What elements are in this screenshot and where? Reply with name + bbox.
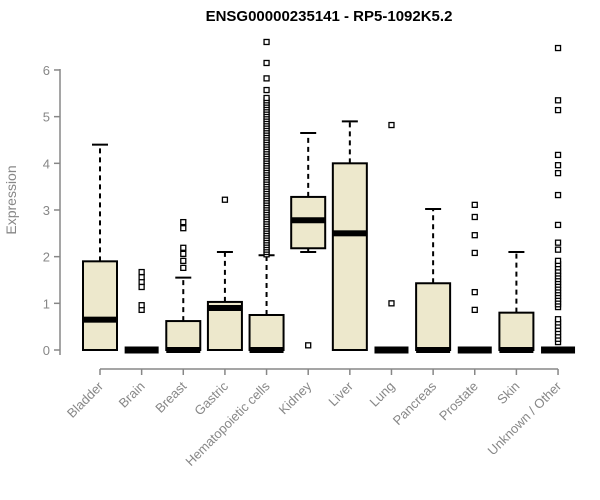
outlier-point (471, 288, 478, 296)
outlier-point (388, 121, 395, 129)
outlier-point (263, 86, 270, 94)
x-tick-label: Breast (152, 378, 189, 415)
median-bar (83, 316, 117, 323)
x-tick-label: Gastric (191, 378, 231, 418)
outlier-point (554, 257, 562, 265)
x-tick-label: Prostate (436, 379, 481, 424)
x-tick-label: Unknown / Other (485, 378, 565, 458)
outlier-point (138, 283, 145, 291)
y-tick-label: 3 (43, 203, 50, 218)
outlier-point (554, 162, 562, 169)
box-Liver (331, 162, 368, 351)
outlier-point (554, 169, 562, 177)
outlier-point (263, 38, 270, 46)
outlier-point (305, 342, 312, 349)
outlier-point (180, 264, 187, 272)
x-tick-label: Skin (494, 379, 522, 407)
y-axis-label: Expression (3, 165, 19, 234)
outlier-point (554, 239, 562, 246)
outlier-point (471, 201, 478, 209)
y-tick-label: 0 (43, 343, 50, 358)
outlier-point (554, 246, 562, 253)
outlier-point (554, 151, 562, 159)
outlier-point (263, 75, 270, 82)
outlier-point (180, 250, 187, 258)
outlier-point (554, 191, 562, 199)
median-bar (207, 304, 242, 311)
median-bar (416, 347, 451, 353)
outlier-point (138, 274, 145, 281)
collapsed-box-Prostate (457, 346, 492, 354)
box-Breast (165, 320, 202, 352)
outlier-point (554, 221, 562, 229)
collapsed-box-Lung (374, 346, 409, 354)
outlier-point (554, 44, 562, 52)
outlier-point (263, 94, 270, 102)
outlier-point (180, 257, 187, 265)
y-tick-label: 2 (43, 250, 50, 265)
median-bar (499, 347, 534, 353)
collapsed-box-Unknown / Other (541, 346, 576, 354)
outlier-point (471, 249, 478, 257)
y-tick-label: 1 (43, 296, 50, 311)
outlier-point (263, 59, 270, 67)
x-tick-label: Liver (325, 378, 356, 409)
outlier-point (554, 316, 562, 323)
outlier-point (554, 106, 562, 114)
outlier-point (221, 196, 229, 203)
y-tick-label: 5 (43, 110, 50, 125)
collapsed-box-Brain (124, 346, 159, 354)
outlier-point (388, 300, 395, 307)
outlier-point (138, 302, 145, 309)
box-Pancreas (415, 282, 452, 351)
x-tick-label: Bladder (64, 378, 107, 421)
x-tick-label: Pancreas (390, 378, 440, 428)
outlier-point (180, 225, 187, 232)
outlier-point (471, 232, 478, 239)
median-bar (332, 230, 367, 237)
box-Skin (498, 311, 535, 351)
outlier-point (180, 244, 187, 251)
outlier-point (180, 218, 187, 226)
median-bar (249, 347, 284, 353)
outlier-point (471, 306, 478, 314)
median-bar (291, 217, 326, 224)
y-tick-label: 4 (43, 156, 50, 171)
outlier-point (138, 268, 145, 276)
x-tick-label: Kidney (276, 378, 315, 417)
x-tick-label: Lung (367, 379, 398, 410)
box-Bladder (82, 260, 118, 351)
outlier-point (471, 213, 478, 221)
box-Hematopoietic cells (248, 313, 285, 351)
x-tick-label: Brain (116, 379, 148, 411)
y-tick-label: 6 (43, 63, 50, 78)
median-bar (166, 347, 201, 353)
chart-title: ENSG00000235141 - RP5-1092K5.2 (206, 8, 453, 25)
outlier-point (554, 97, 562, 104)
